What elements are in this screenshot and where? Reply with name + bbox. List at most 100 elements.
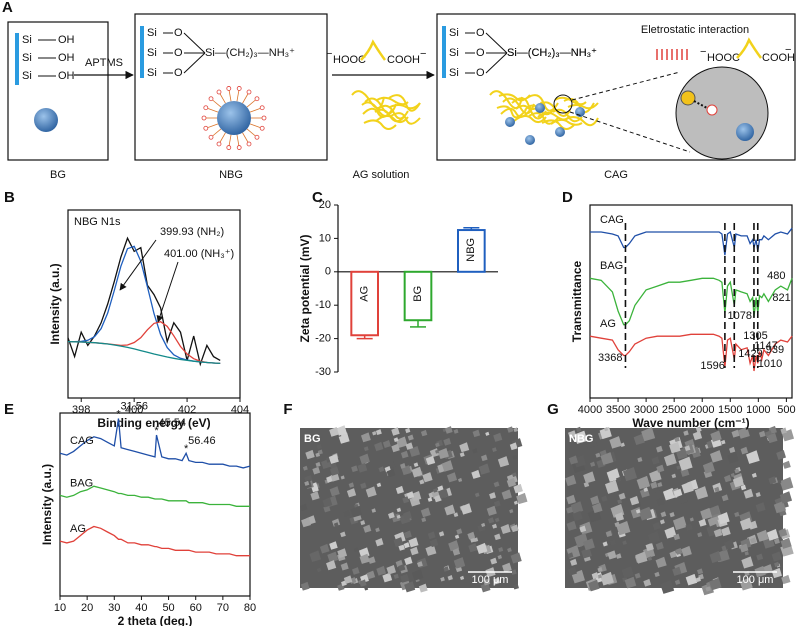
series-line xyxy=(59,485,250,507)
grain xyxy=(734,511,740,518)
grain xyxy=(622,540,627,545)
grain xyxy=(681,545,692,557)
grain xyxy=(448,540,460,552)
grain xyxy=(683,430,689,436)
grain xyxy=(710,450,723,463)
grain xyxy=(654,488,661,494)
grain xyxy=(685,523,693,531)
grain xyxy=(329,466,340,476)
bar xyxy=(457,229,486,273)
grain xyxy=(300,503,308,512)
annotation: 821 xyxy=(772,292,790,304)
grain xyxy=(376,482,382,488)
grain xyxy=(660,579,675,594)
grain xyxy=(723,474,732,483)
grain xyxy=(444,504,456,516)
grain xyxy=(622,467,638,482)
line xyxy=(212,128,222,137)
sample-label: CAG xyxy=(604,169,628,181)
grain xyxy=(664,526,677,539)
line xyxy=(569,111,691,153)
panel-letter: F xyxy=(283,401,292,418)
grain xyxy=(365,486,377,498)
grain xyxy=(359,579,367,587)
grain xyxy=(656,445,663,453)
series-line xyxy=(59,418,251,469)
grain xyxy=(300,581,310,591)
grain xyxy=(513,427,519,433)
grain xyxy=(443,437,452,446)
grain xyxy=(566,506,574,514)
grain xyxy=(494,517,500,523)
grain xyxy=(440,576,445,582)
neg-charge xyxy=(680,90,696,106)
ag-fiber xyxy=(541,119,575,130)
grain xyxy=(376,565,387,576)
grain xyxy=(406,491,415,499)
grain xyxy=(329,541,338,550)
grain xyxy=(388,461,396,469)
grain xyxy=(326,560,337,571)
si-label: Si xyxy=(449,27,459,39)
grain xyxy=(771,567,782,579)
si-label: Si xyxy=(22,34,32,46)
grain xyxy=(741,556,754,569)
sample-label: NBG xyxy=(219,169,243,181)
grain xyxy=(425,544,437,556)
x-tick-label: 10 xyxy=(54,602,66,614)
grain xyxy=(340,531,346,538)
grain xyxy=(340,475,345,480)
minus: − xyxy=(785,44,791,56)
o-label: O xyxy=(476,47,485,59)
ag-fiber xyxy=(376,96,409,106)
x-tick-label: 398 xyxy=(72,404,90,416)
annotation: 401.00 (NH₃⁺) xyxy=(164,248,234,260)
peak-marker: * xyxy=(184,443,189,455)
grain xyxy=(732,476,745,488)
grain xyxy=(583,481,590,488)
grain xyxy=(512,454,518,460)
grain xyxy=(492,447,497,452)
grain xyxy=(717,512,730,525)
grain xyxy=(427,531,436,540)
grain xyxy=(493,500,501,508)
grain xyxy=(478,463,491,475)
grain xyxy=(511,569,517,575)
grain xyxy=(678,456,693,471)
grain xyxy=(566,520,577,531)
grain xyxy=(435,442,440,448)
grain xyxy=(363,524,372,533)
amine xyxy=(226,145,232,150)
grain xyxy=(500,523,511,535)
panel-letter: A xyxy=(2,0,13,16)
annotation: 1010 xyxy=(758,358,782,370)
grain xyxy=(739,517,753,531)
grain xyxy=(590,461,596,467)
grain xyxy=(516,492,528,505)
oh-label: OH xyxy=(58,70,75,82)
grain xyxy=(437,448,449,460)
particle xyxy=(525,135,535,145)
grain xyxy=(637,457,643,463)
si-label: Si xyxy=(147,47,157,59)
x-tick-label: 2500 xyxy=(662,404,686,416)
amine xyxy=(208,96,214,102)
grain xyxy=(378,466,385,473)
grain xyxy=(480,582,491,593)
line xyxy=(228,90,232,102)
grain xyxy=(659,519,665,525)
grain xyxy=(647,556,653,561)
category-label: AG xyxy=(359,286,371,302)
grain xyxy=(614,521,620,528)
grain xyxy=(343,575,353,584)
grain xyxy=(493,432,503,442)
x-tick-label: 4000 xyxy=(578,404,602,416)
amine xyxy=(203,105,209,111)
annotation: 56.46 xyxy=(188,435,216,447)
grain xyxy=(489,492,496,500)
ag-fiber xyxy=(513,115,547,123)
grain xyxy=(403,530,412,539)
grain xyxy=(663,453,677,467)
ag-fiber xyxy=(567,102,599,110)
